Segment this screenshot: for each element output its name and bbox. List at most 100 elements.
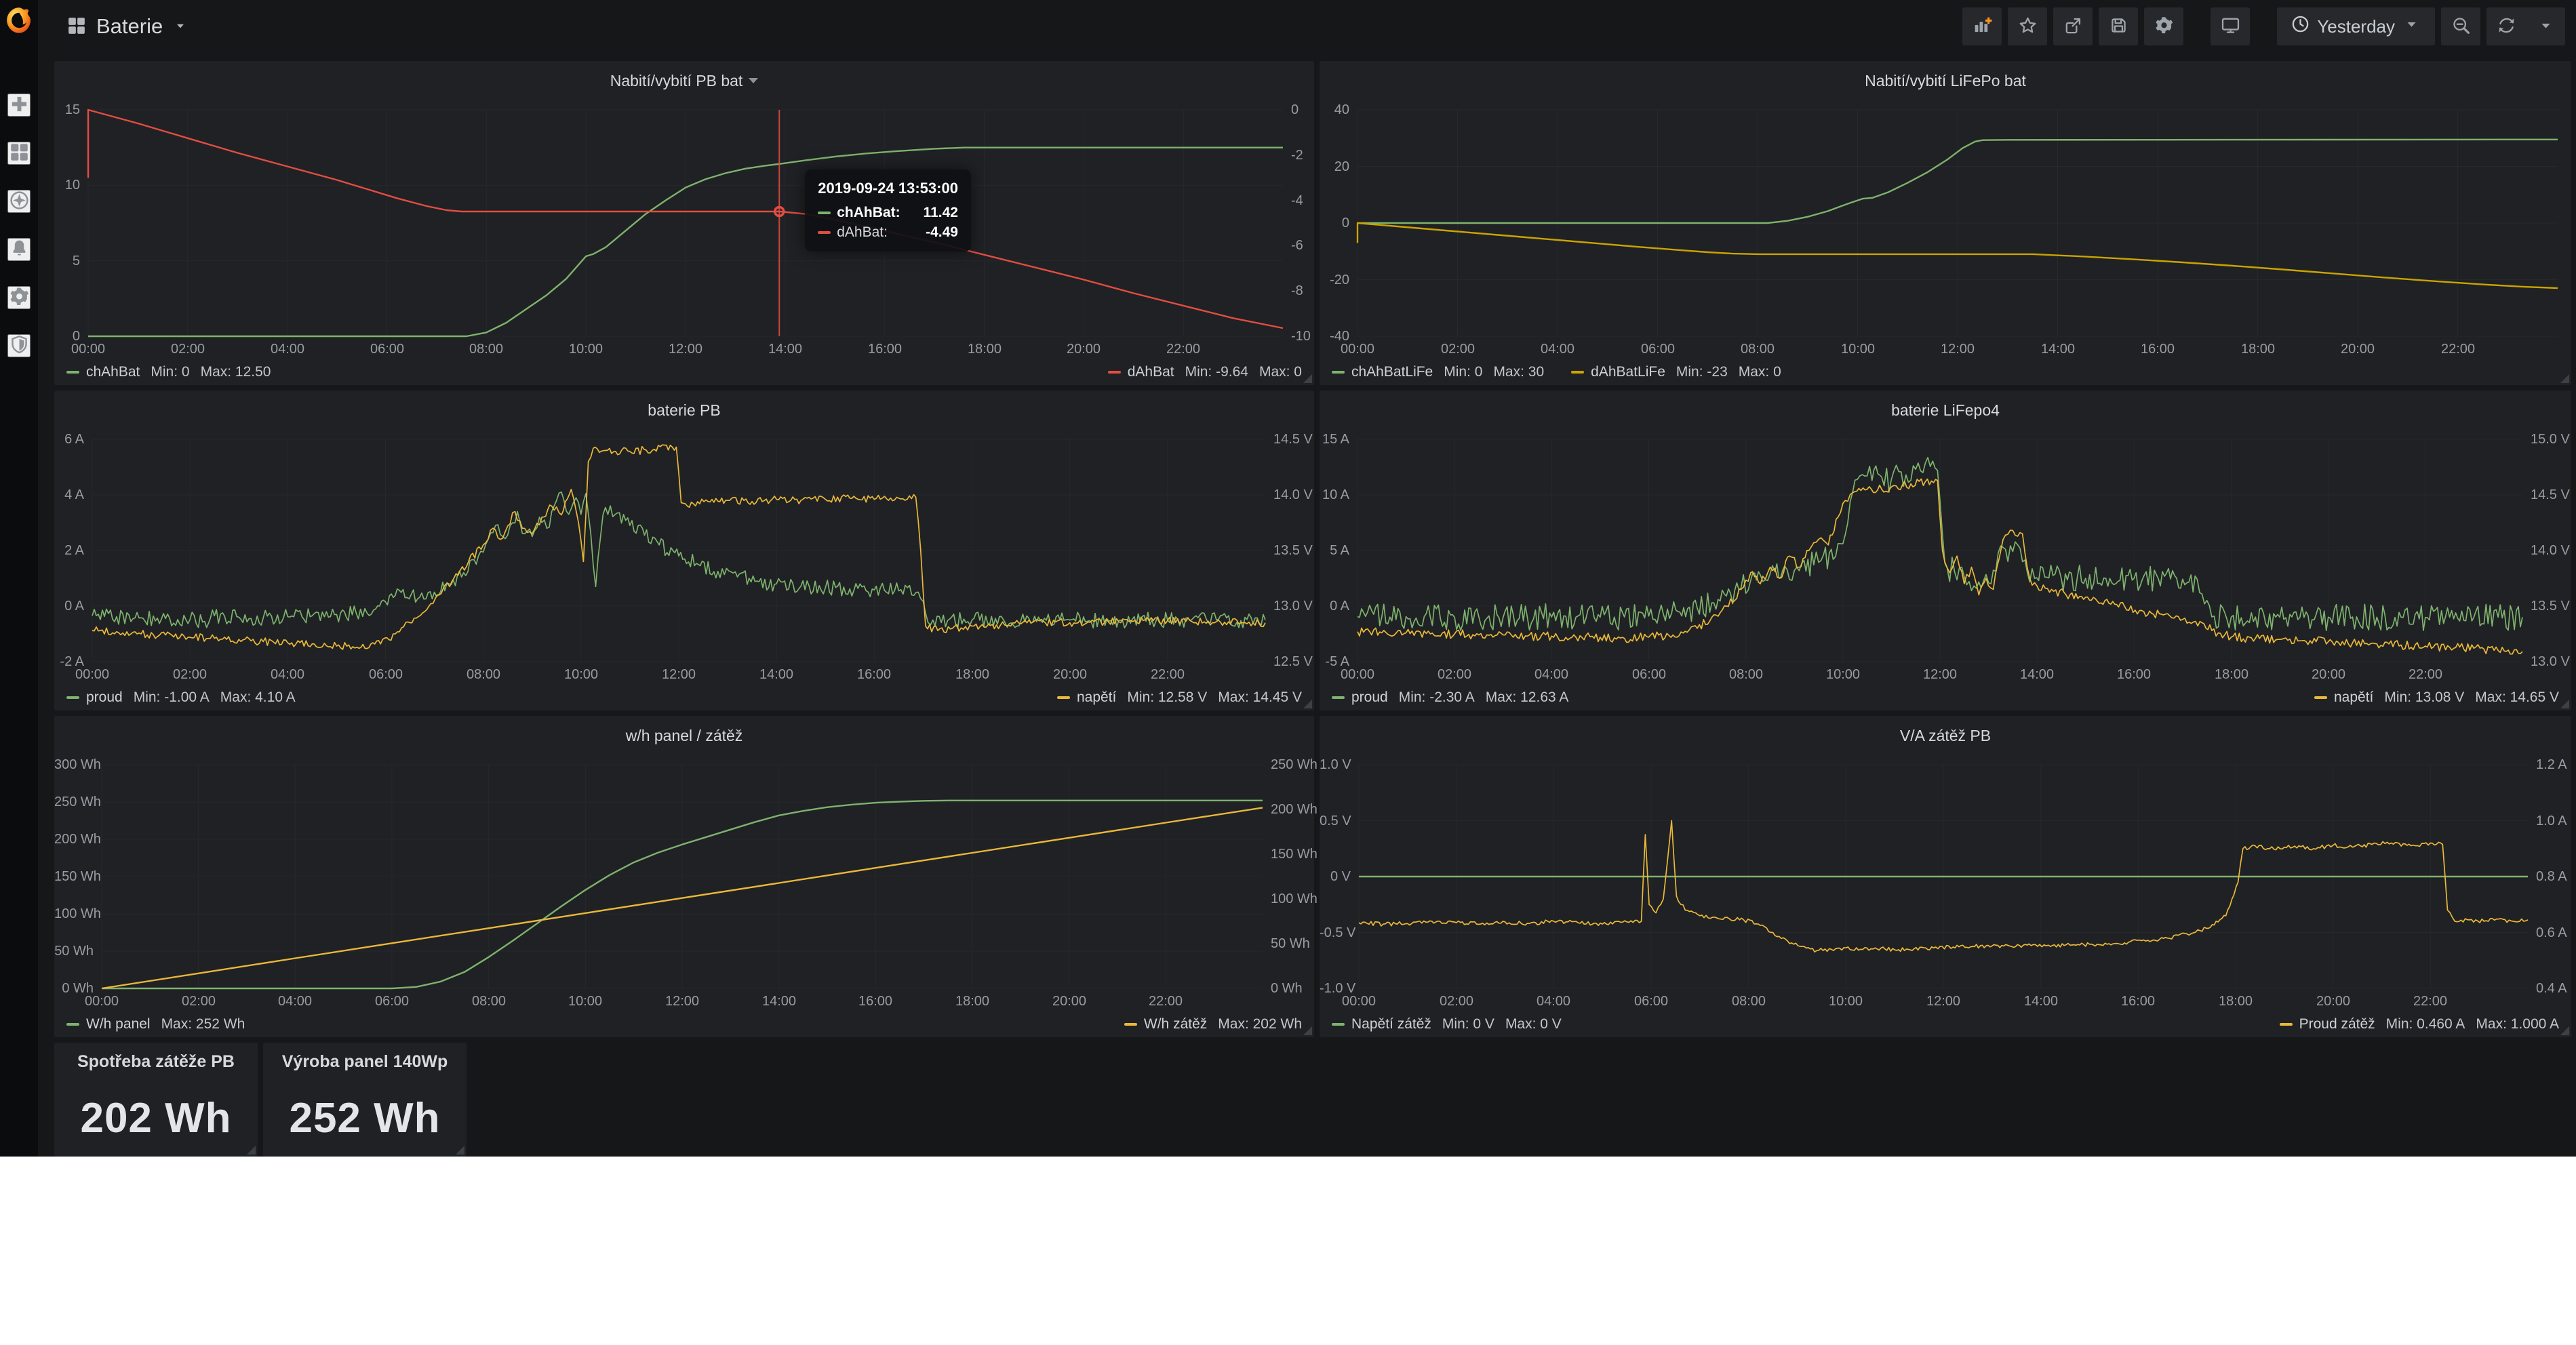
plot-area-v-a-z-t-pb[interactable] — [1358, 764, 2529, 989]
legend-stat: Min: 0 — [1444, 364, 1483, 380]
panel-title: V/A zátěž PB — [1899, 726, 1992, 744]
y-axis-tick-left: 15 A — [1322, 432, 1349, 447]
legend-left-group: W/h panel Max: 252 Wh — [66, 1016, 245, 1032]
x-axis-tick: 10:00 — [1840, 342, 1876, 357]
series-dahbatlife — [1356, 222, 2558, 289]
panel-header[interactable]: Nabití/vybití LiFePo bat — [1320, 61, 2571, 100]
grafana-logo[interactable] — [0, 0, 38, 41]
zoom-out-icon — [2451, 16, 2471, 37]
refresh-interval-dropdown[interactable] — [2526, 7, 2565, 45]
zoom-out-button[interactable] — [2441, 7, 2480, 45]
legend-item-dahbat[interactable]: dAhBat Min: -9.64 Max: 0 — [1107, 364, 1302, 380]
plot-area-nabit-vybit-pb-bat[interactable] — [87, 108, 1284, 338]
save-dashboard-button[interactable] — [2099, 7, 2139, 45]
stat-panel-v-roba-panel-140wp: Výroba panel 140Wp 252 Wh — [263, 1043, 467, 1157]
series-color-swatch — [818, 212, 831, 214]
x-axis-tick: 10:00 — [563, 667, 599, 682]
series-color-swatch — [1056, 696, 1070, 699]
panel-header[interactable]: w/h panel / zátěž — [54, 716, 1314, 755]
panel-header[interactable]: baterie PB — [54, 390, 1314, 430]
x-axis-tick: 14:00 — [2023, 994, 2059, 1009]
legend-item-proud[interactable]: proud Min: -2.30 A Max: 12.63 A — [1332, 689, 1568, 706]
x-axis-tick: 02:00 — [1439, 994, 1474, 1009]
x-axis-tick: 20:00 — [2311, 667, 2346, 682]
panel-baterie-lifepo4: baterie LiFepo4 15 A 10 A 5 A 0 A -5 A 15.0 V 1… — [1320, 390, 2571, 710]
x-axis-tick: 18:00 — [967, 342, 1002, 357]
refresh-button[interactable] — [2486, 7, 2526, 45]
sidebar-item-explore[interactable] — [7, 190, 31, 213]
legend-right-group: dAhBat Min: -9.64 Max: 0 — [1107, 364, 1302, 380]
tooltip-timestamp: 2019-09-24 13:53:00 — [818, 180, 958, 197]
legend-item-dahbatlife[interactable]: dAhBatLiFe Min: -23 Max: 0 — [1571, 364, 1781, 380]
x-axis-tick: 16:00 — [2140, 342, 2175, 357]
sidebar-item-server-admin[interactable] — [7, 334, 31, 357]
time-picker-button[interactable]: Yesterday — [2277, 7, 2435, 45]
dashboard-settings-button[interactable] — [2144, 7, 2184, 45]
legend-item-w-h-panel[interactable]: W/h panel Max: 252 Wh — [66, 1016, 245, 1032]
series-w-h-panel — [102, 799, 1263, 990]
add-panel-button[interactable] — [1962, 7, 2002, 45]
sidebar-item-configuration[interactable] — [7, 286, 31, 309]
legend-series-name: chAhBatLiFe — [1351, 364, 1433, 380]
share-dashboard-button[interactable] — [2053, 7, 2093, 45]
y-axis-tick-left: 5 A — [1330, 543, 1349, 558]
legend-item-w-h-z-t[interactable]: W/h zátěž Max: 202 Wh — [1124, 1016, 1302, 1032]
sidebar-item-dashboards[interactable] — [7, 142, 31, 165]
y-axis-tick-left: -0.5 V — [1320, 925, 1356, 940]
y-axis-tick-right: -2 — [1291, 148, 1303, 163]
legend-item-nap-t-z-t[interactable]: Napětí zátěž Min: 0 V Max: 0 V — [1332, 1016, 1562, 1032]
legend: chAhBat Min: 0 Max: 12.50 dAhBat Min: -9.64 M… — [66, 364, 1302, 380]
x-axis-tick: 02:00 — [172, 667, 207, 682]
star-icon — [2018, 16, 2038, 37]
legend-item-proud-z-t[interactable]: Proud zátěž Min: 0.460 A Max: 1.000 A — [2279, 1016, 2559, 1032]
legend-item-chahbat[interactable]: chAhBat Min: 0 Max: 12.50 — [66, 364, 271, 380]
x-axis-tick: 02:00 — [1440, 342, 1475, 357]
legend-item-nap-t[interactable]: napětí Min: 12.58 V Max: 14.45 V — [1056, 689, 1302, 706]
tooltip-series-label: dAhBat: — [837, 224, 888, 240]
y-axis-tick-left: -5 A — [1325, 654, 1349, 669]
panel-header[interactable]: baterie LiFepo4 — [1320, 390, 2571, 430]
apps-icon — [66, 16, 87, 38]
series-proud-z-t — [1358, 820, 2529, 953]
legend-item-nap-t[interactable]: napětí Min: 13.08 V Max: 14.65 V — [2314, 689, 2559, 706]
series-chahbat — [88, 146, 1283, 338]
plot-area-w-h-panel-z-t[interactable] — [101, 764, 1263, 990]
y-axis-tick-right: 100 Wh — [1271, 891, 1317, 906]
sidebar-item-create[interactable] — [7, 94, 31, 117]
y-axis-tick-right: 12.5 V — [1273, 654, 1313, 669]
legend-series-name: napětí — [1076, 689, 1117, 705]
panel-header[interactable]: Nabití/vybití PB bat — [54, 61, 1314, 100]
sidebar-item-alerting[interactable] — [7, 238, 31, 261]
y-axis-tick-right: -8 — [1291, 283, 1303, 298]
legend-item-proud[interactable]: proud Min: -1.00 A Max: 4.10 A — [66, 689, 296, 706]
plot-area-nabit-vybit-lifepo-bat[interactable] — [1356, 109, 2558, 337]
panel-menu-caret-icon — [749, 78, 759, 83]
caret-down-icon — [2536, 16, 2556, 37]
panel-title: baterie PB — [648, 401, 721, 419]
navbar: Baterie Yesterday — [38, 0, 2576, 53]
dashboard-picker[interactable]: Baterie — [60, 9, 195, 44]
stat-panel-title[interactable]: Spotřeba zátěže PB — [77, 1052, 235, 1071]
plot-area-baterie-lifepo4[interactable] — [1357, 439, 2523, 662]
legend-item-chahbatlife[interactable]: chAhBatLiFe Min: 0 Max: 30 — [1332, 364, 1544, 380]
x-axis-tick: 08:00 — [1740, 342, 1775, 357]
series-color-swatch — [1332, 371, 1345, 374]
cycle-view-mode-button[interactable] — [2211, 7, 2251, 45]
x-axis-tick: 08:00 — [469, 342, 504, 357]
stat-panel-title[interactable]: Výroba panel 140Wp — [281, 1052, 448, 1071]
legend-right-group: Proud zátěž Min: 0.460 A Max: 1.000 A — [2279, 1016, 2559, 1032]
y-axis-tick-left: 0 A — [1330, 599, 1349, 614]
x-axis-tick: 08:00 — [466, 667, 501, 682]
x-axis-tick: 00:00 — [1340, 342, 1375, 357]
legend-series-name: W/h panel — [86, 1016, 151, 1032]
x-axis-tick: 04:00 — [1536, 994, 1571, 1009]
x-axis-tick: 18:00 — [2218, 994, 2253, 1009]
plot-area-baterie-pb[interactable] — [92, 439, 1266, 662]
star-dashboard-button[interactable] — [2008, 7, 2048, 45]
caret-down-icon — [172, 18, 189, 36]
tooltip-row: dAhBat: -4.49 — [818, 224, 958, 241]
x-axis-tick: 00:00 — [75, 667, 110, 682]
x-axis-tick: 08:00 — [471, 994, 507, 1009]
panel-header[interactable]: V/A zátěž PB — [1320, 716, 2571, 755]
legend-stat: Max: 12.50 — [200, 364, 271, 380]
